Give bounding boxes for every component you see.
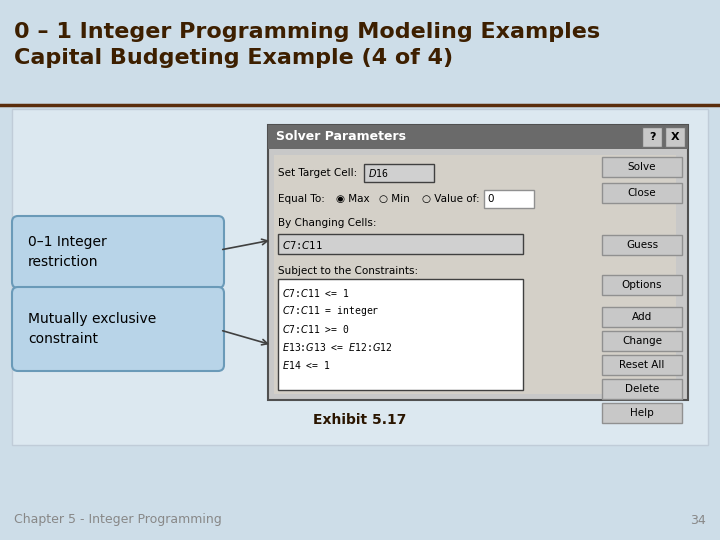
Text: 0 – 1 Integer Programming Modeling Examples: 0 – 1 Integer Programming Modeling Examp… — [14, 22, 600, 42]
Text: Options: Options — [622, 280, 662, 290]
FancyBboxPatch shape — [602, 379, 682, 399]
FancyBboxPatch shape — [12, 109, 708, 445]
Text: Exhibit 5.17: Exhibit 5.17 — [313, 413, 407, 427]
Text: Set Target Cell:: Set Target Cell: — [278, 168, 357, 178]
Text: $C$7:$C$11 >= 0: $C$7:$C$11 >= 0 — [282, 323, 350, 335]
Text: $C$7:$C$11: $C$7:$C$11 — [282, 239, 323, 251]
Text: 0–1 Integer
restriction: 0–1 Integer restriction — [28, 235, 107, 269]
Text: Delete: Delete — [625, 384, 659, 394]
FancyBboxPatch shape — [642, 127, 662, 147]
Text: Solver Parameters: Solver Parameters — [276, 131, 406, 144]
FancyBboxPatch shape — [364, 164, 434, 182]
Text: By Changing Cells:: By Changing Cells: — [278, 218, 377, 228]
Text: Solve: Solve — [628, 162, 656, 172]
FancyBboxPatch shape — [602, 403, 682, 423]
FancyBboxPatch shape — [665, 127, 685, 147]
FancyBboxPatch shape — [602, 157, 682, 177]
Text: ○ Value of:: ○ Value of: — [422, 194, 480, 204]
FancyBboxPatch shape — [274, 155, 676, 394]
FancyBboxPatch shape — [278, 234, 523, 254]
FancyBboxPatch shape — [602, 235, 682, 255]
Text: $C$7:$C$11 <= 1: $C$7:$C$11 <= 1 — [282, 287, 350, 299]
FancyBboxPatch shape — [602, 307, 682, 327]
Text: ○ Min: ○ Min — [379, 194, 410, 204]
Text: Guess: Guess — [626, 240, 658, 250]
FancyBboxPatch shape — [12, 216, 224, 288]
FancyBboxPatch shape — [268, 125, 688, 400]
FancyBboxPatch shape — [278, 279, 523, 390]
Text: Chapter 5 - Integer Programming: Chapter 5 - Integer Programming — [14, 514, 222, 526]
Text: Add: Add — [632, 312, 652, 322]
Text: Change: Change — [622, 336, 662, 346]
FancyBboxPatch shape — [602, 275, 682, 295]
FancyBboxPatch shape — [268, 125, 688, 149]
FancyBboxPatch shape — [484, 190, 534, 208]
Text: $E$13:$G$13 <= $E$12:$G$12: $E$13:$G$13 <= $E$12:$G$12 — [282, 341, 392, 353]
Text: ◉ Max: ◉ Max — [336, 194, 369, 204]
Text: Reset All: Reset All — [619, 360, 665, 370]
Text: 0: 0 — [487, 194, 493, 204]
FancyBboxPatch shape — [12, 287, 224, 371]
Text: $E$14 <= 1: $E$14 <= 1 — [282, 359, 330, 371]
Text: X: X — [671, 132, 679, 142]
Text: Capital Budgeting Example (4 of 4): Capital Budgeting Example (4 of 4) — [14, 48, 453, 68]
Text: Equal To:: Equal To: — [278, 194, 325, 204]
Text: ?: ? — [649, 132, 655, 142]
Text: Close: Close — [628, 188, 657, 198]
Text: Subject to the Constraints:: Subject to the Constraints: — [278, 266, 418, 276]
Text: $C$7:$C$11 = integer: $C$7:$C$11 = integer — [282, 304, 379, 318]
Text: Help: Help — [630, 408, 654, 418]
Text: Mutually exclusive
constraint: Mutually exclusive constraint — [28, 312, 156, 346]
Text: $D$16: $D$16 — [368, 167, 389, 179]
Text: 34: 34 — [690, 514, 706, 526]
FancyBboxPatch shape — [602, 331, 682, 351]
FancyBboxPatch shape — [602, 183, 682, 203]
FancyBboxPatch shape — [602, 355, 682, 375]
